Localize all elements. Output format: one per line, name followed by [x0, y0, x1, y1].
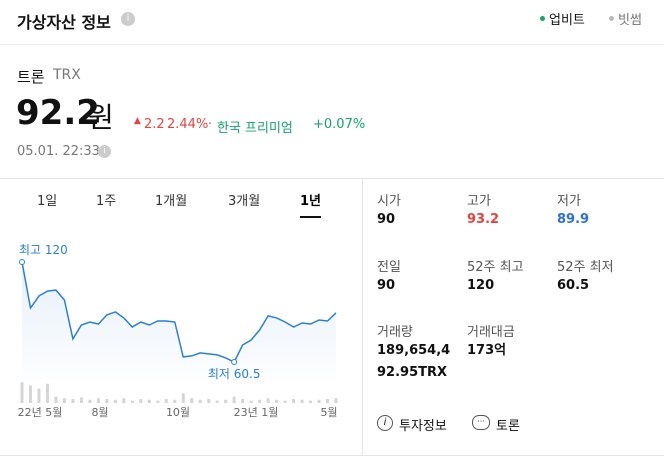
volume-bar: [232, 396, 236, 403]
link[interactable]: 토론: [496, 419, 520, 434]
divider: [0, 455, 664, 456]
stat-value: 189,654,492.95TRX: [377, 343, 451, 380]
stat-label: 52주 최저: [557, 260, 614, 275]
sep: ·: [208, 117, 213, 132]
divider: [362, 178, 363, 456]
chat-icon: ···: [472, 415, 490, 430]
tab[interactable]: 1년: [300, 190, 322, 218]
x-label: 22년 5월: [18, 406, 63, 419]
volume-bar: [258, 399, 262, 403]
stat-label: 저가: [557, 194, 581, 209]
x-label: 23년 1월: [234, 406, 279, 419]
volume-bar: [249, 400, 253, 403]
volume-bar: [37, 388, 41, 403]
low-label: 최저 60.5: [208, 367, 261, 381]
time: 05.01. 22:33: [17, 144, 100, 159]
high-label: 최고 120: [19, 243, 68, 257]
tab[interactable]: 1주: [96, 194, 117, 209]
volume-bar: [334, 398, 338, 403]
volume-bar: [173, 399, 177, 403]
volume-bar: [71, 399, 75, 403]
volume-bar: [122, 398, 126, 403]
stat-value: 90: [377, 278, 396, 293]
change-rate: 2.44%: [167, 117, 209, 132]
volume-bar: [317, 399, 321, 403]
dot: [540, 16, 545, 21]
volume-bar: [326, 399, 330, 403]
asset-symbol: TRX: [53, 67, 81, 83]
asset-name: 트론: [17, 68, 45, 86]
volume-bar: [224, 399, 228, 403]
volume-bar: [283, 400, 287, 403]
volume-bar: [241, 399, 245, 403]
link[interactable]: 투자정보: [399, 419, 447, 434]
volume-bar: [309, 400, 313, 403]
volume-bar: [275, 399, 279, 403]
stat-label: 거래대금: [467, 325, 515, 340]
volume-bar: [139, 399, 143, 403]
tab[interactable]: 1일: [37, 194, 58, 209]
stat-label: 52주 최고: [467, 260, 524, 275]
stat-label: 고가: [467, 194, 491, 209]
stat-value: 93.2: [467, 212, 500, 227]
divider: [0, 44, 664, 45]
stat-label: 전일: [377, 260, 401, 275]
exchange[interactable]: 업비트: [549, 13, 585, 28]
price: 92.2: [16, 93, 100, 133]
stat-value: 120: [467, 278, 495, 293]
low-marker: [231, 358, 238, 365]
x-label: 10월: [166, 406, 190, 419]
volume-bar: [113, 399, 117, 403]
stat-label: 시가: [377, 194, 401, 209]
volume-bar: [62, 398, 66, 403]
stat-value: 60.5: [557, 278, 590, 293]
premium-label: 한국 프리미엄: [217, 121, 293, 136]
dot: [609, 16, 614, 21]
stat-value: 173억: [467, 343, 507, 358]
volume-bar: [147, 399, 151, 403]
chart: 최고 120 최저 60.5 22년 5월 8월 10월 23년 1월 5월: [18, 243, 338, 419]
price-line: [21, 261, 337, 363]
volume-bar: [292, 399, 296, 403]
info-icon[interactable]: i: [121, 12, 135, 26]
x-label: 5월: [320, 406, 337, 419]
volume-bar: [45, 383, 49, 403]
tab[interactable]: 3개월: [228, 194, 261, 209]
area-fill: [22, 262, 336, 380]
exchange[interactable]: 빗썸: [618, 13, 642, 28]
volume-bar: [20, 382, 24, 403]
high-marker: [19, 259, 25, 265]
volume-bar: [88, 399, 92, 403]
up-arrow: ▲: [134, 116, 141, 126]
volume-bar: [156, 400, 160, 403]
stat-label: 거래량: [377, 325, 413, 340]
volume-bar: [198, 399, 202, 403]
volume-bar: [215, 400, 219, 403]
volume-bar: [105, 399, 109, 403]
volume-bar: [96, 398, 100, 403]
volume-bar: [300, 399, 304, 403]
volume-bar: [181, 393, 185, 403]
volume-bar: [207, 399, 211, 403]
info-icon[interactable]: i: [98, 145, 111, 158]
tab[interactable]: 1개월: [155, 194, 188, 209]
price-unit: 원: [88, 101, 114, 134]
title: 가상자산 정보: [17, 13, 111, 32]
volume-bar: [190, 398, 194, 403]
volume-bar: [164, 399, 168, 403]
stat-value: 89.9: [557, 212, 590, 227]
divider: [0, 178, 664, 179]
stat-value: 90: [377, 212, 396, 227]
x-label: 8월: [91, 406, 108, 419]
info-icon: i: [377, 415, 393, 431]
volume-bar: [54, 396, 58, 403]
volume-bar: [130, 400, 134, 403]
premium: +0.07%: [313, 117, 366, 132]
volume-bar: [266, 398, 270, 403]
change: 2.2: [144, 117, 165, 132]
volume-bar: [79, 397, 83, 403]
volume-bar: [28, 385, 32, 403]
